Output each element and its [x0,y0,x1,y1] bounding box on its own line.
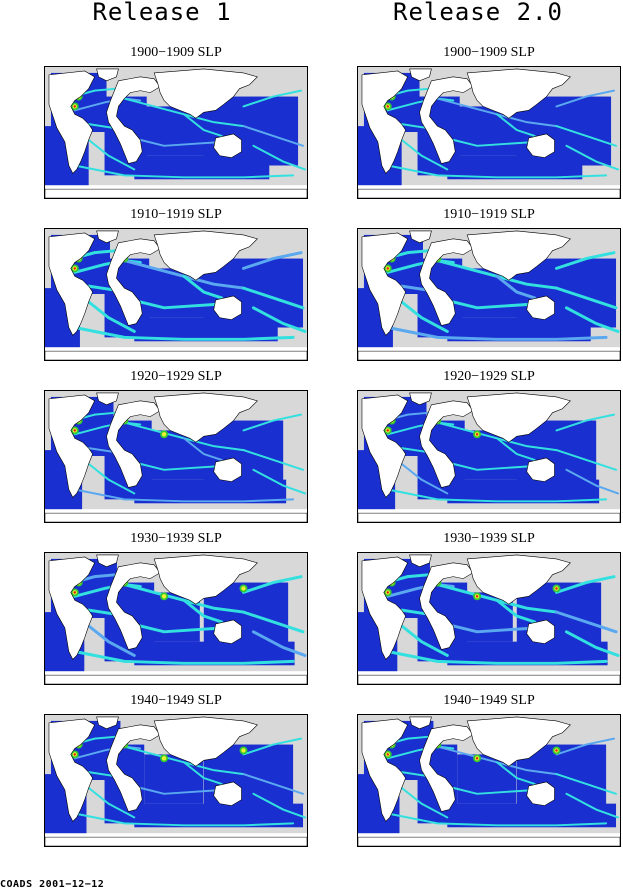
coverage-map [357,228,621,361]
column-title-right: Release 2.0 [393,0,563,26]
coverage-map [44,390,308,523]
panel-label: 1910−1919 SLP [130,207,222,222]
coverage-map [357,390,621,523]
panel-label: 1940−1949 SLP [130,693,222,708]
panel-label: 1900−1909 SLP [443,45,535,60]
panel-label: 1940−1949 SLP [443,693,535,708]
coverage-map [44,66,308,199]
panel-label: 1900−1909 SLP [130,45,222,60]
footer-caption: COADS 2001−12−12 [0,879,105,890]
panel-label: 1920−1929 SLP [130,369,222,384]
coverage-map [357,552,621,685]
panel-label: 1930−1939 SLP [443,531,535,546]
panel-label: 1920−1929 SLP [443,369,535,384]
coverage-map [357,714,621,847]
coverage-map [44,714,308,847]
panel-label: 1930−1939 SLP [130,531,222,546]
column-title-left: Release 1 [92,0,232,26]
coverage-map [44,552,308,685]
coverage-map [357,66,621,199]
coverage-map [44,228,308,361]
panel-label: 1910−1919 SLP [443,207,535,222]
